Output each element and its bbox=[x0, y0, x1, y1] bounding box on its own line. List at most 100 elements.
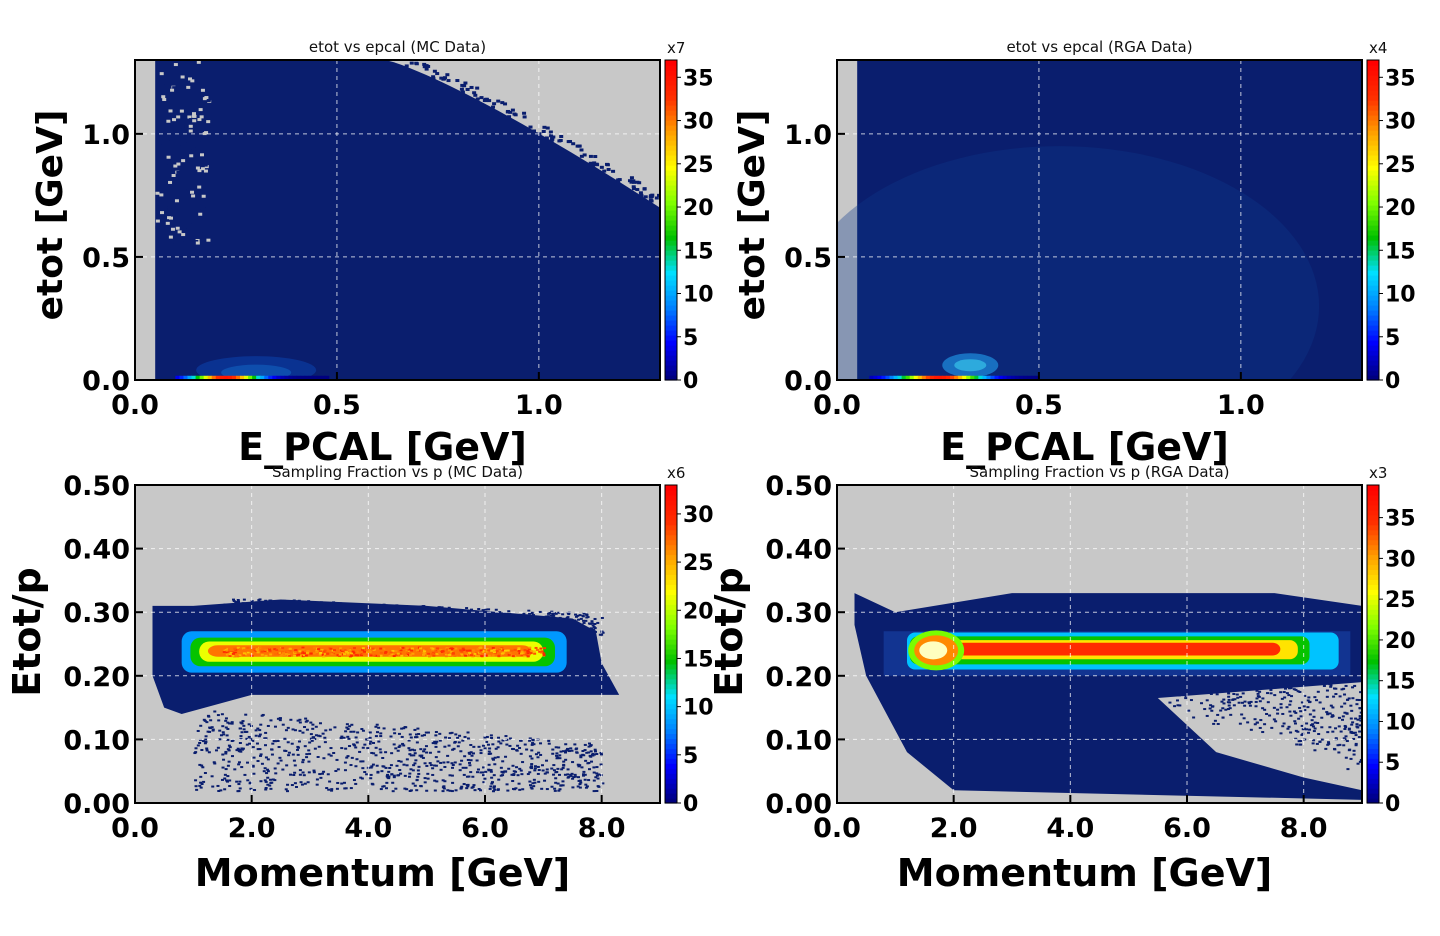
density-cell bbox=[572, 776, 576, 779]
density-cell bbox=[424, 745, 428, 748]
density-cell bbox=[204, 96, 209, 100]
density-cell bbox=[431, 767, 435, 770]
density-cell bbox=[451, 748, 455, 751]
density-cell bbox=[1293, 720, 1297, 723]
density-cell bbox=[533, 767, 537, 770]
density-cell bbox=[508, 737, 512, 740]
density-cell bbox=[431, 652, 435, 655]
density-cell bbox=[365, 651, 369, 654]
colorbar-tick-label: 0 bbox=[1385, 792, 1400, 817]
density-cell bbox=[423, 777, 427, 780]
colorbar-segment bbox=[665, 594, 677, 600]
density-cell bbox=[537, 780, 541, 783]
density-cell bbox=[263, 767, 267, 770]
density-cell bbox=[500, 770, 504, 773]
plot-area bbox=[135, 485, 660, 803]
density-cell bbox=[1325, 695, 1329, 698]
density-cell bbox=[492, 786, 496, 789]
density-cell bbox=[1316, 721, 1320, 724]
density-cell bbox=[210, 775, 214, 778]
density-cell bbox=[1280, 697, 1284, 700]
density-cell bbox=[510, 773, 514, 776]
colorbar-segment bbox=[665, 793, 677, 799]
density-cell bbox=[416, 649, 420, 652]
density-cell bbox=[293, 651, 297, 654]
colorbar-segment bbox=[665, 639, 677, 645]
density-cell bbox=[195, 788, 199, 791]
density-cell bbox=[426, 731, 430, 734]
density-cell bbox=[370, 751, 374, 754]
density-cell bbox=[654, 196, 659, 200]
density-cell bbox=[165, 221, 170, 225]
density-cell bbox=[198, 738, 202, 741]
density-cell bbox=[173, 164, 178, 168]
density-cell bbox=[329, 747, 333, 750]
density-cell bbox=[260, 714, 264, 717]
density-cell bbox=[569, 747, 573, 750]
density-cell bbox=[226, 738, 230, 741]
density-cell bbox=[294, 654, 298, 657]
density-cell bbox=[1254, 705, 1258, 708]
density-cell bbox=[304, 717, 308, 720]
band-cell bbox=[974, 375, 979, 380]
density-cell bbox=[530, 757, 534, 760]
density-cell bbox=[484, 770, 488, 773]
density-cell bbox=[579, 617, 583, 620]
density-cell bbox=[260, 650, 264, 653]
density-cell bbox=[582, 621, 586, 624]
density-cell bbox=[167, 160, 172, 164]
density-cell bbox=[184, 228, 189, 232]
density-cell bbox=[206, 124, 211, 128]
density-cell bbox=[566, 749, 570, 752]
density-cell bbox=[582, 612, 586, 615]
density-cell bbox=[343, 787, 347, 790]
density-cell bbox=[355, 758, 359, 761]
density-cell bbox=[1346, 698, 1350, 701]
density-cell bbox=[422, 750, 426, 753]
density-cell bbox=[466, 737, 470, 740]
density-cell bbox=[226, 775, 230, 778]
density-cell bbox=[279, 654, 283, 657]
chart-title: etot vs epcal (RGA Data) bbox=[1006, 38, 1192, 56]
density-cell bbox=[394, 650, 398, 653]
density-cell bbox=[1300, 733, 1304, 736]
density-cell bbox=[266, 770, 270, 773]
colorbar-segment bbox=[665, 175, 677, 181]
density-cell bbox=[423, 650, 427, 653]
density-cell bbox=[362, 650, 366, 653]
density-cell bbox=[501, 648, 505, 651]
density-cell bbox=[1352, 737, 1356, 740]
density-cell bbox=[547, 742, 551, 745]
density-cell bbox=[446, 652, 450, 655]
density-cell bbox=[188, 77, 193, 81]
density-cell bbox=[592, 766, 596, 769]
density-cell bbox=[204, 738, 208, 741]
density-cell bbox=[375, 723, 379, 726]
density-cell bbox=[189, 188, 194, 192]
colorbar-segment bbox=[1367, 260, 1379, 266]
density-cell bbox=[473, 652, 477, 655]
density-cell bbox=[591, 163, 596, 167]
density-cell bbox=[584, 619, 588, 622]
density-cell bbox=[312, 769, 316, 772]
density-cell bbox=[477, 608, 481, 611]
x-tick-label: 4.0 bbox=[344, 813, 392, 844]
density-cell bbox=[221, 725, 225, 728]
density-cell bbox=[198, 784, 202, 787]
density-cell bbox=[181, 233, 186, 237]
band-cell bbox=[990, 375, 995, 380]
density-cell bbox=[545, 759, 549, 762]
density-cell bbox=[532, 650, 536, 653]
density-cell bbox=[472, 784, 476, 787]
density-cell bbox=[539, 753, 543, 756]
density-cell bbox=[1296, 690, 1300, 693]
density-cell bbox=[1205, 699, 1209, 702]
density-cell bbox=[1331, 730, 1335, 733]
density-cell bbox=[1349, 717, 1353, 720]
density-cell bbox=[352, 743, 356, 746]
density-cell bbox=[482, 766, 486, 769]
density-cell bbox=[1176, 704, 1180, 707]
colorbar-segment bbox=[1367, 185, 1379, 191]
density-cell bbox=[203, 169, 208, 173]
density-cell bbox=[171, 174, 176, 178]
